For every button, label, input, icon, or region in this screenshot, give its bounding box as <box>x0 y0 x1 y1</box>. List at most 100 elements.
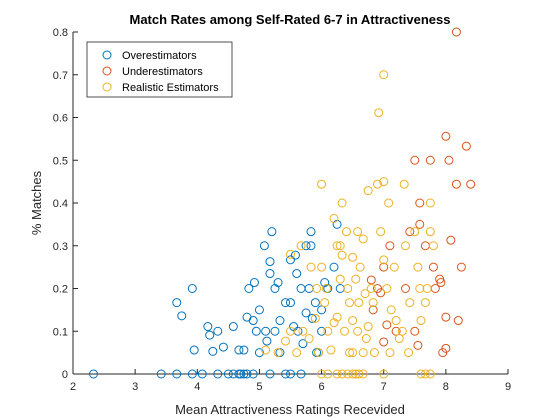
data-point <box>363 186 373 196</box>
x-ticks: 2 3 4 5 6 7 8 9 <box>70 369 511 393</box>
data-point <box>304 334 314 344</box>
data-point <box>317 305 327 315</box>
data-point <box>156 369 166 379</box>
data-point <box>304 284 314 293</box>
data-point <box>400 241 410 251</box>
y-tick-label: 0.4 <box>53 198 68 210</box>
data-point <box>351 369 361 379</box>
data-point <box>385 348 395 358</box>
data-point <box>415 219 425 229</box>
data-point <box>317 326 327 336</box>
data-point <box>368 298 378 308</box>
data-point <box>281 298 291 308</box>
data-point <box>361 334 371 344</box>
y-tick-label: 0.8 <box>53 27 68 39</box>
data-point <box>441 131 451 141</box>
data-point <box>337 198 347 208</box>
data-point <box>425 155 435 165</box>
y-tick-label: 0.3 <box>53 241 68 253</box>
legend-label: Underestimators <box>122 66 203 78</box>
data-point <box>310 298 320 308</box>
data-point <box>248 316 258 326</box>
data-point <box>332 312 342 322</box>
data-point <box>410 155 420 165</box>
data-point <box>332 241 342 251</box>
data-point <box>379 262 389 272</box>
data-point <box>360 289 370 299</box>
data-point <box>332 369 342 379</box>
data-point <box>358 369 368 379</box>
data-point <box>379 70 389 80</box>
data-point <box>223 369 233 379</box>
legend: Overestimators Underestimators Realistic E… <box>86 41 233 98</box>
data-point <box>292 348 302 358</box>
y-ticks: 0 0.1 0.2 0.3 0.4 0.5 0.6 0.7 0.8 <box>53 27 78 381</box>
data-point <box>394 334 404 344</box>
data-point <box>244 284 254 293</box>
data-point <box>379 337 389 347</box>
data-point <box>373 179 382 189</box>
data-point <box>301 308 311 318</box>
data-point <box>317 369 327 379</box>
data-point <box>379 369 389 379</box>
data-point <box>329 318 339 328</box>
data-point <box>425 369 435 379</box>
data-point <box>374 108 384 118</box>
data-point <box>275 316 285 326</box>
data-point <box>379 255 389 265</box>
data-point <box>386 305 396 315</box>
data-point <box>425 227 435 237</box>
data-point <box>428 241 438 251</box>
data-point <box>451 27 461 37</box>
y-tick-label: 0.6 <box>53 113 68 125</box>
y-tick-label: 0 <box>62 369 68 381</box>
data-point <box>273 278 283 288</box>
data-point <box>306 227 316 237</box>
data-point <box>451 179 461 189</box>
data-point <box>466 179 476 189</box>
data-point <box>461 141 471 151</box>
legend-marker <box>102 50 112 60</box>
y-tick-label: 0.2 <box>53 284 68 296</box>
data-point <box>341 227 351 237</box>
data-point <box>203 322 213 332</box>
data-point <box>286 249 295 259</box>
data-point <box>337 250 347 260</box>
data-point <box>366 284 376 293</box>
data-point <box>197 369 207 379</box>
data-point <box>286 255 295 265</box>
data-point <box>391 326 401 336</box>
data-point <box>355 262 365 272</box>
data-point <box>404 348 414 358</box>
data-point <box>340 326 350 336</box>
data-point <box>298 339 308 349</box>
data-point <box>425 198 435 208</box>
data-point <box>348 369 358 379</box>
data-point <box>420 298 430 308</box>
x-tick-label: 5 <box>256 381 262 393</box>
data-point <box>415 198 425 208</box>
x-tick-label: 3 <box>132 381 138 393</box>
data-point <box>273 348 283 358</box>
data-point <box>296 241 306 251</box>
data-point <box>369 348 379 358</box>
data-point <box>320 298 330 308</box>
data-point <box>436 278 446 288</box>
data-point <box>286 326 295 336</box>
data-point <box>329 213 339 223</box>
y-tick-label: 0.1 <box>53 326 68 338</box>
data-point <box>261 326 271 336</box>
data-point <box>441 312 451 322</box>
data-point <box>382 284 392 293</box>
data-point <box>313 348 323 358</box>
data-point <box>422 284 432 293</box>
data-point <box>348 348 358 358</box>
data-point <box>239 369 249 379</box>
data-point <box>236 369 246 379</box>
data-point <box>420 369 430 379</box>
data-point <box>208 346 218 356</box>
x-tick-label: 2 <box>70 381 76 393</box>
data-point <box>306 241 316 251</box>
data-point <box>376 227 386 237</box>
